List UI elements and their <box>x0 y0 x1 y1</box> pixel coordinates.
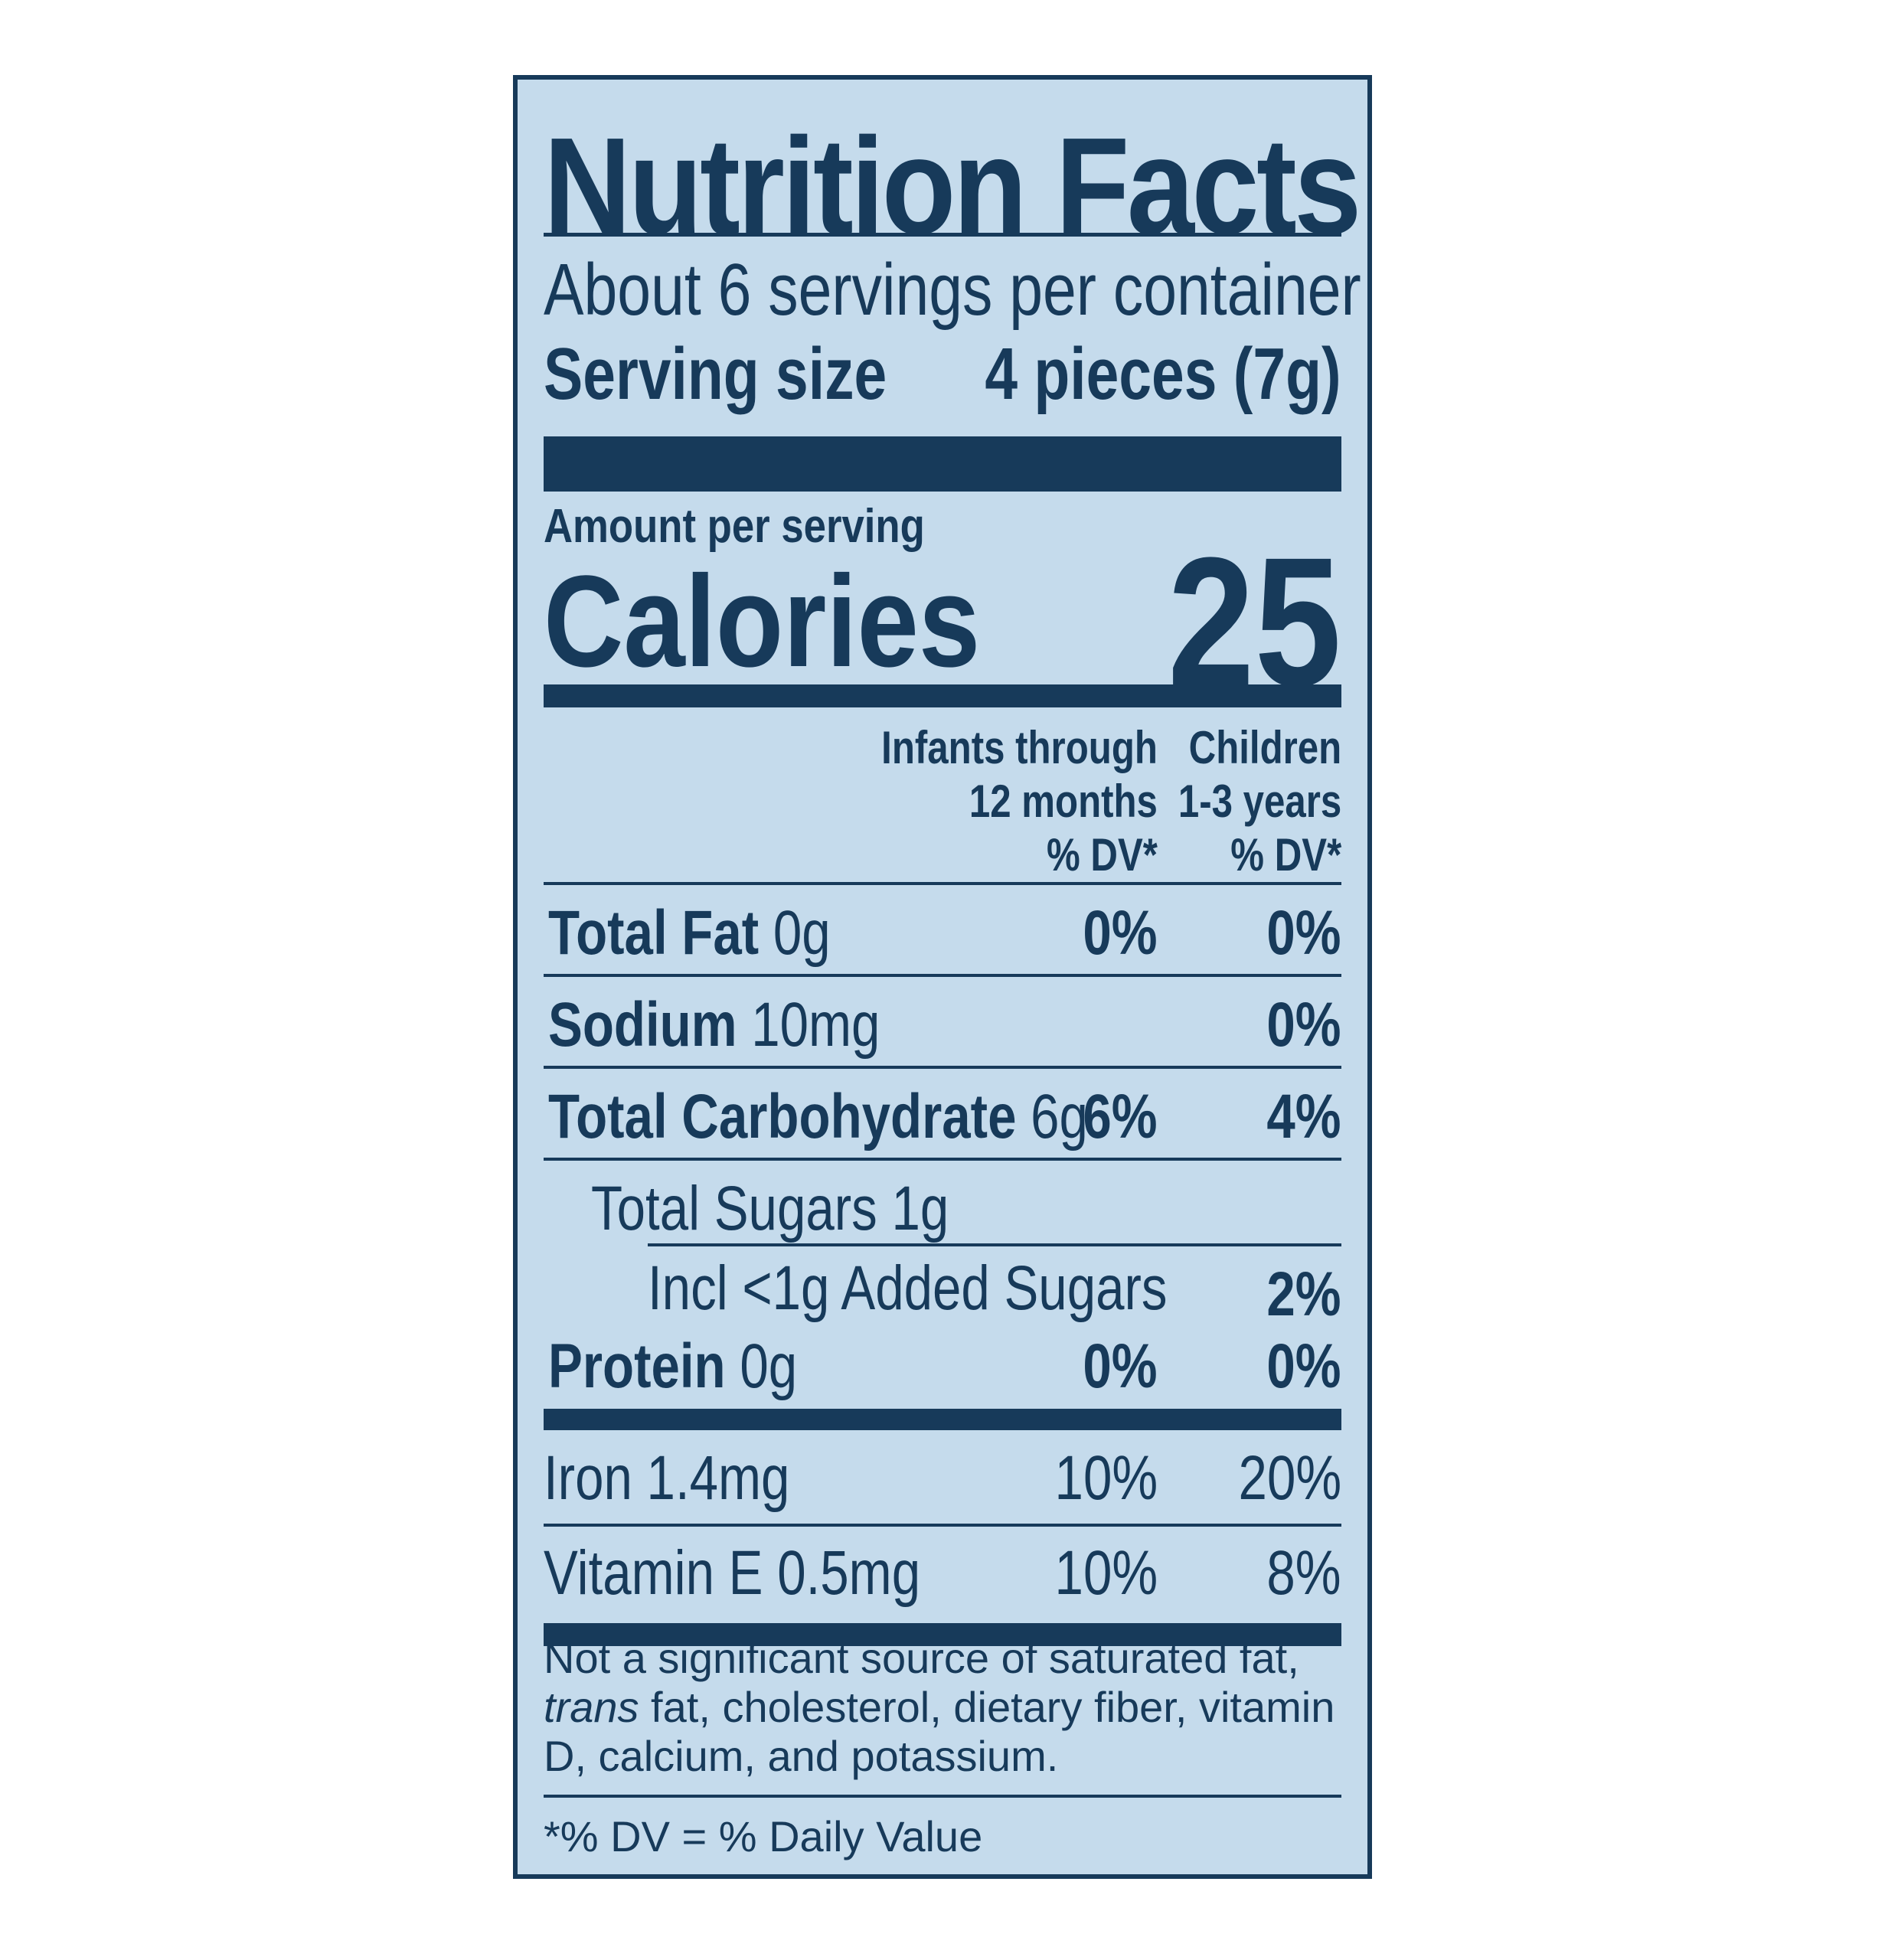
col1-header-line3: % DV* <box>1047 829 1158 880</box>
divider-medium <box>544 684 1341 707</box>
dv-children: 4% <box>1266 1082 1341 1152</box>
row-total-sugars: Total Sugars 1g <box>544 1161 1341 1251</box>
column-header-children: Children 1-3 years % DV* <box>1178 721 1341 882</box>
col1-header-line1: Infants through <box>881 722 1158 773</box>
col2-header-line1: Children <box>1188 722 1341 773</box>
dv-children: 0% <box>1266 898 1341 968</box>
row-divider <box>544 882 1341 885</box>
dv-children: 0% <box>1266 990 1341 1060</box>
dv-children: 20% <box>1238 1443 1341 1513</box>
row-divider <box>544 1158 1341 1161</box>
serving-size-label: Serving size <box>544 333 887 415</box>
row-total-fat: Total Fat 0g 0% 0% <box>544 885 1341 975</box>
row-iron: Iron 1.4mg 10% 20% <box>544 1430 1341 1521</box>
row-sodium: Sodium 10mg 0% <box>544 977 1341 1067</box>
row-protein: Protein 0g 0% 0% <box>544 1318 1341 1409</box>
dv-infants: 10% <box>1054 1538 1158 1608</box>
footnote-italic: trans <box>544 1683 639 1731</box>
divider-medium <box>544 1623 1341 1646</box>
nutrient-name: Sodium <box>548 990 737 1060</box>
daily-value-note: *% DV = % Daily Value <box>544 1812 983 1860</box>
nutrient-amount: 10mg <box>751 990 880 1060</box>
servings-per-container: About 6 servings per container <box>544 249 1361 331</box>
nutrient-amount: 0g <box>740 1331 798 1401</box>
amount-per-serving: Amount per serving <box>544 500 925 553</box>
footnote: Not a significant source of saturated fa… <box>544 1634 1340 1781</box>
row-divider <box>544 1066 1341 1069</box>
dv-children: 0% <box>1266 1331 1341 1401</box>
row-divider <box>544 1795 1341 1798</box>
dv-infants: 0% <box>1083 898 1158 968</box>
row-divider <box>544 974 1341 977</box>
dv-children: 2% <box>1266 1259 1341 1329</box>
col2-header-line2: 1-3 years <box>1178 776 1341 827</box>
nutrition-facts-label: Nutrition Facts About 6 servings per con… <box>513 75 1372 1879</box>
nutrient-amount: 6g <box>1031 1082 1088 1152</box>
dv-children: 8% <box>1266 1538 1341 1608</box>
nutrient-name: Vitamin E 0.5mg <box>544 1538 921 1608</box>
nutrient-name: Iron 1.4mg <box>544 1443 790 1513</box>
column-header-infants: Infants through 12 months % DV* <box>881 721 1158 882</box>
label-title: Nutrition Facts <box>544 109 1361 263</box>
nutrient-name: Protein <box>548 1331 726 1401</box>
footnote-text-continued: fat, cholesterol, dietary fiber, vitamin… <box>544 1683 1335 1780</box>
divider-thick <box>544 436 1341 492</box>
nutrient-name: Incl <1g Added Sugars <box>648 1253 1168 1323</box>
col1-header-line2: 12 months <box>969 776 1158 827</box>
serving-size-value: 4 pieces (7g) <box>985 333 1341 415</box>
calories-label: Calories <box>544 549 981 694</box>
nutrient-amount: 0g <box>773 898 831 968</box>
label-content: Nutrition Facts About 6 servings per con… <box>544 80 1361 1874</box>
dv-infants: 10% <box>1054 1443 1158 1513</box>
row-added-sugars: Incl <1g Added Sugars 2% <box>544 1240 1341 1331</box>
nutrient-name: Total Sugars 1g <box>591 1174 949 1243</box>
dv-infants: 6% <box>1083 1082 1158 1152</box>
row-divider <box>544 1524 1341 1527</box>
row-total-carbohydrate: Total Carbohydrate 6g 6% 4% <box>544 1069 1341 1159</box>
row-divider-indented <box>648 1243 1341 1246</box>
col2-header-line3: % DV* <box>1230 829 1341 880</box>
divider-thin <box>544 233 1341 237</box>
nutrient-name: Total Carbohydrate <box>548 1082 1017 1152</box>
row-vitamin-e: Vitamin E 0.5mg 10% 8% <box>544 1525 1341 1615</box>
dv-infants: 0% <box>1083 1331 1158 1401</box>
nutrient-name: Total Fat <box>548 898 760 968</box>
divider-medium <box>544 1409 1341 1430</box>
footnote-text: Not a significant source of saturated fa… <box>544 1634 1299 1682</box>
